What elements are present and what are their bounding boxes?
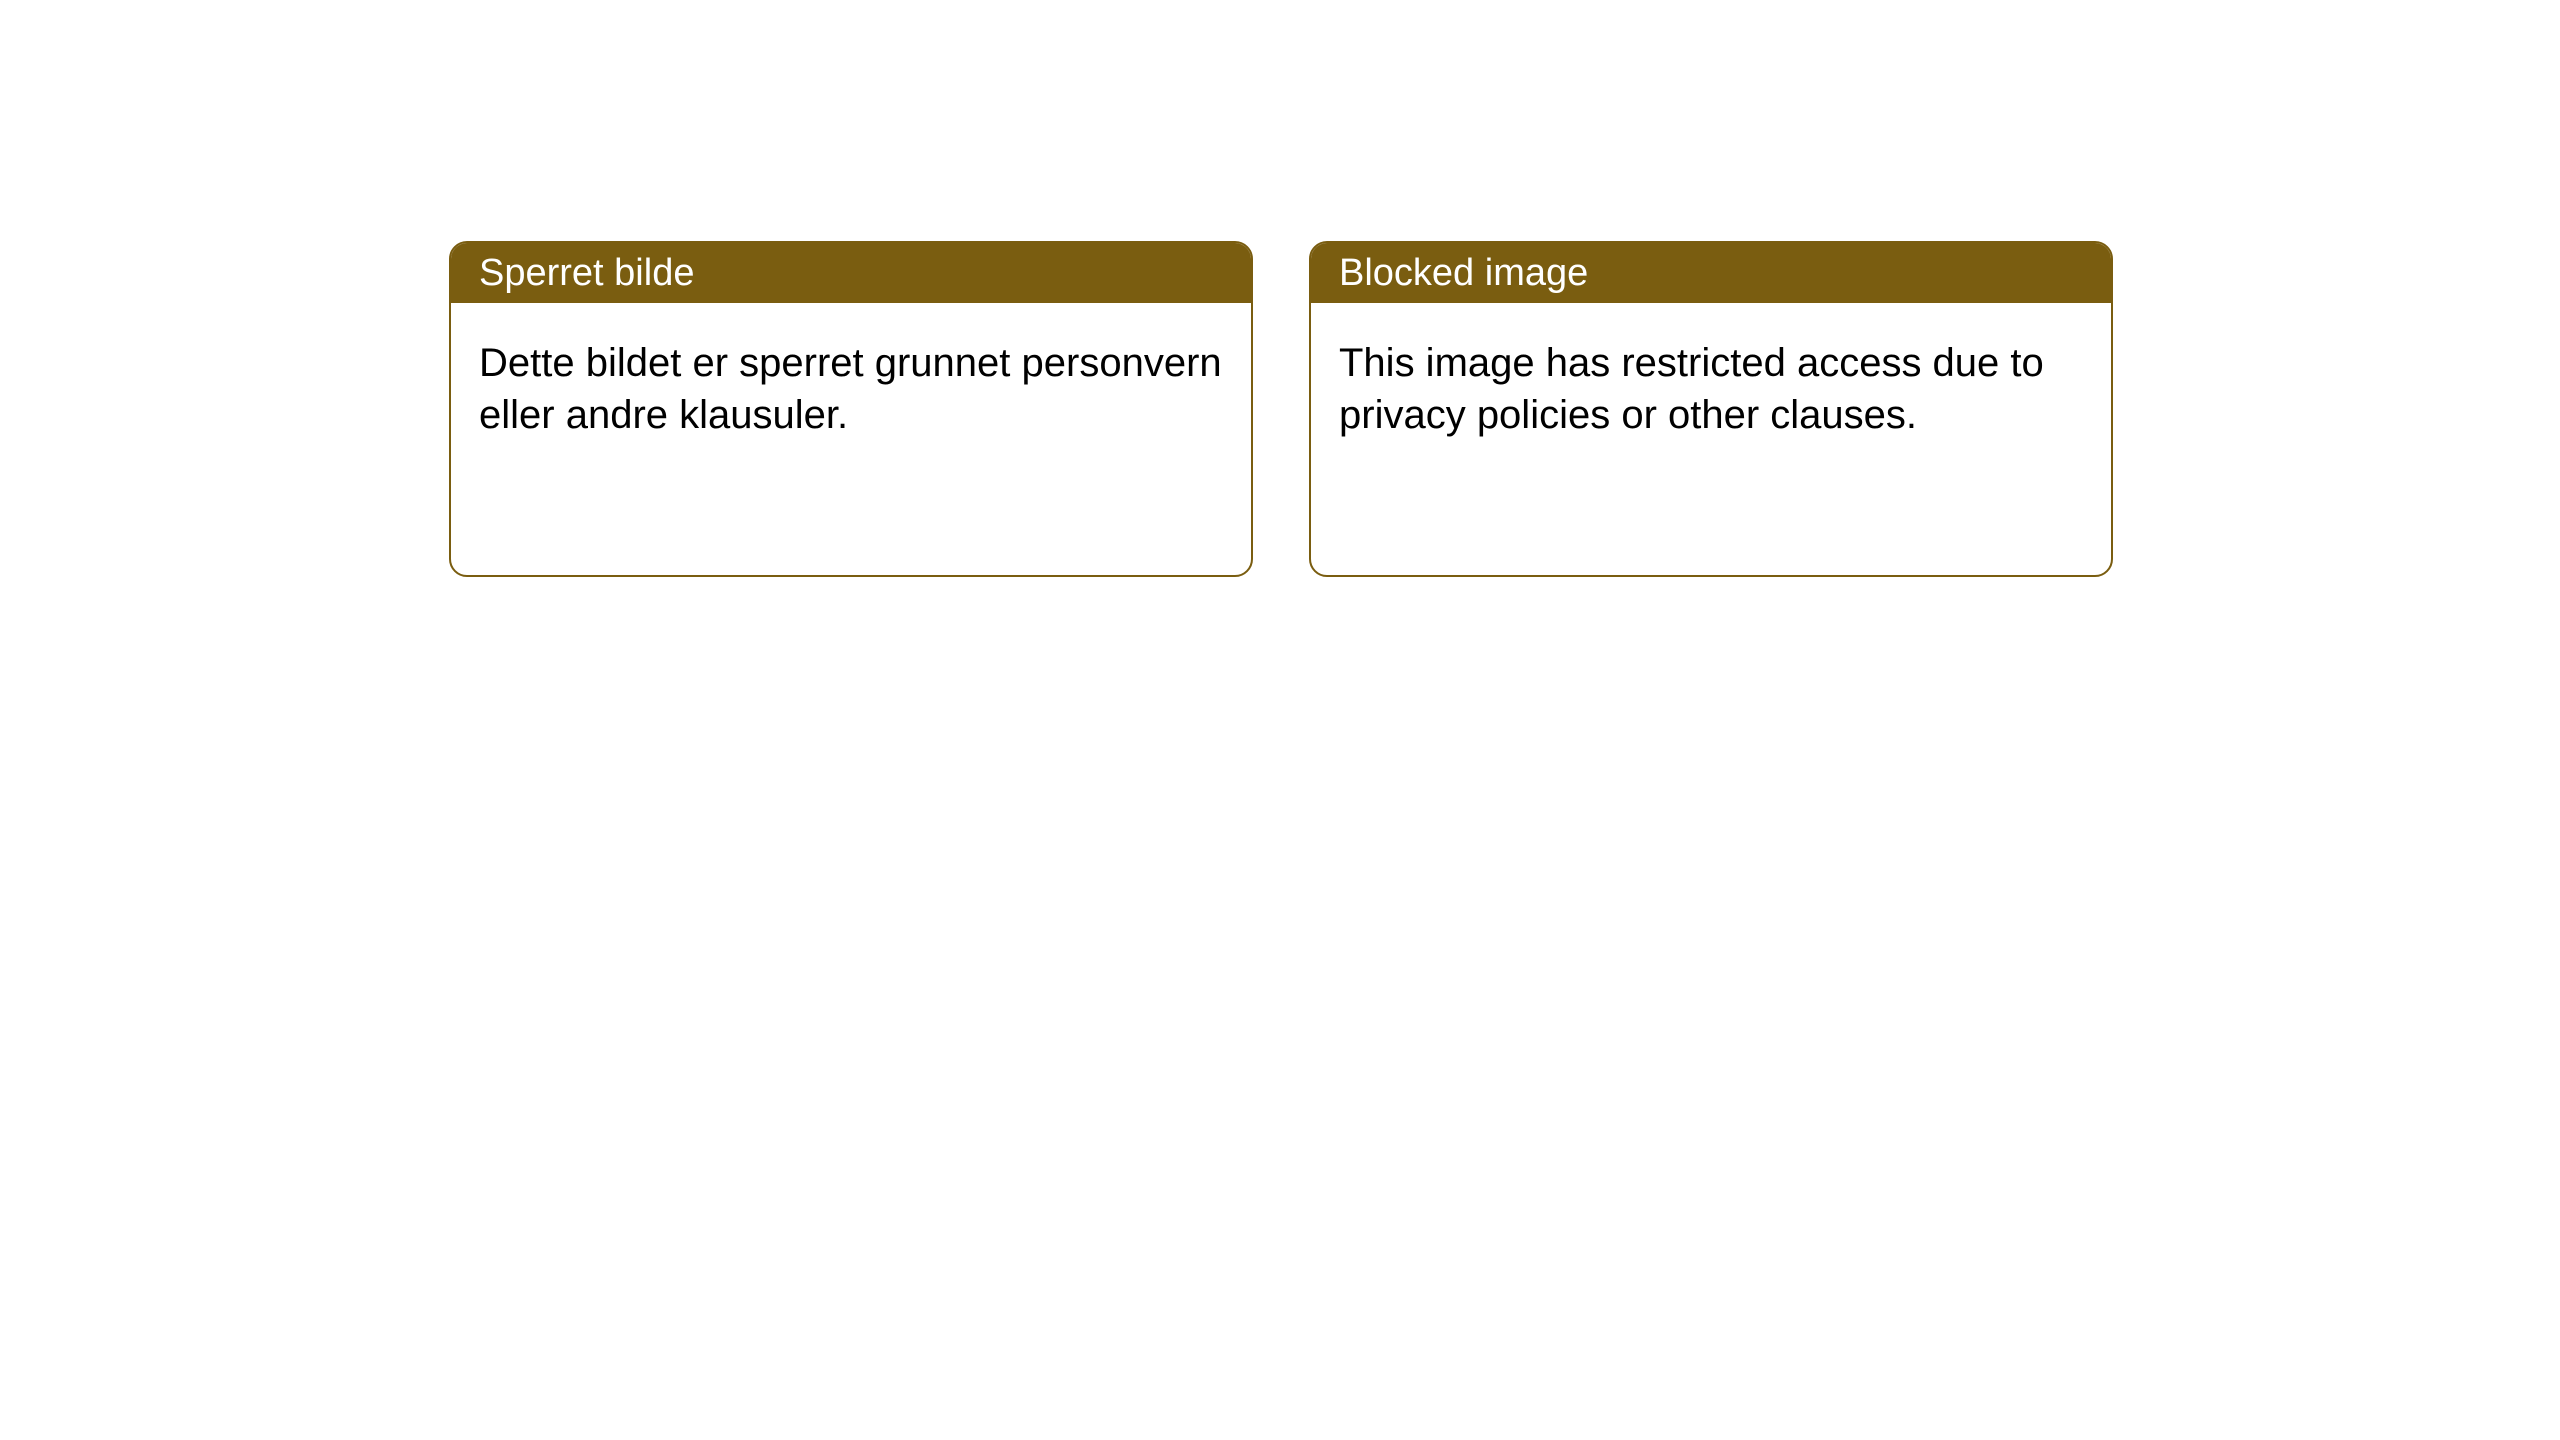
notice-card-norwegian: Sperret bilde Dette bildet er sperret gr… — [449, 241, 1253, 577]
notice-header: Sperret bilde — [451, 243, 1251, 303]
notice-body: Dette bildet er sperret grunnet personve… — [451, 303, 1251, 475]
notice-body: This image has restricted access due to … — [1311, 303, 2111, 475]
notice-header: Blocked image — [1311, 243, 2111, 303]
notice-container: Sperret bilde Dette bildet er sperret gr… — [0, 0, 2560, 577]
notice-title: Sperret bilde — [479, 252, 694, 295]
notice-message: This image has restricted access due to … — [1339, 341, 2044, 437]
notice-title: Blocked image — [1339, 252, 1588, 295]
notice-card-english: Blocked image This image has restricted … — [1309, 241, 2113, 577]
notice-message: Dette bildet er sperret grunnet personve… — [479, 341, 1222, 437]
